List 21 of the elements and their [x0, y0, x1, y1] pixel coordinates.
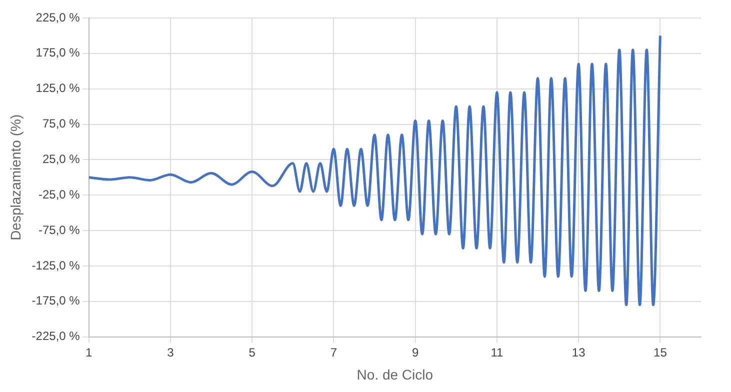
y-tick-label: 75,0 % — [42, 116, 80, 131]
x-tick-label: 7 — [330, 345, 338, 360]
y-tick-label: -125,0 % — [32, 258, 80, 272]
x-tick-label: 5 — [248, 345, 256, 360]
y-axis-title: Desplazamiento (%) — [7, 114, 24, 240]
line-series — [88, 34, 662, 306]
y-tick-label: -175,0 % — [32, 294, 80, 308]
y-tick-label: -75,0 % — [38, 222, 80, 237]
y-tick-label: -225,0 % — [32, 329, 80, 344]
y-tick-label: 225,0 % — [36, 10, 80, 24]
x-tick-label: 11 — [490, 345, 504, 360]
y-tick-label: 175,0 % — [36, 46, 80, 60]
x-tick-label: 3 — [167, 345, 174, 360]
x-tick-label: 13 — [572, 345, 586, 360]
x-axis-title: No. de Ciclo — [356, 366, 434, 382]
x-tick-label: 9 — [412, 345, 419, 360]
y-tick-label: 125,0 % — [36, 81, 80, 96]
x-tick-label: 15 — [654, 345, 668, 360]
y-tick-label: -25,0 % — [38, 187, 80, 202]
y-tick-label: 25,0 % — [42, 152, 80, 166]
x-tick-label: 1 — [85, 345, 92, 360]
